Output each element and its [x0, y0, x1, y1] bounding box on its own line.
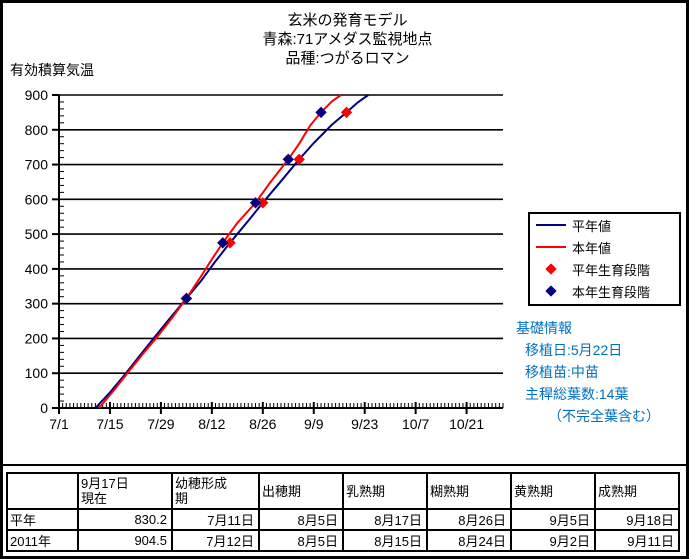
table-cell: 9月2日 [510, 529, 596, 552]
stage-marker-diamond-本年生育段階 [249, 197, 262, 209]
y-axis-tick-label: 200 [25, 330, 49, 346]
development-chart: 0 100 200 300 400 500 600 700 800 900 7/1 7/15 7/29 8… [25, 87, 504, 432]
legend-item-honnen-stage: 本年生育段階 [530, 280, 679, 302]
x-axis-tick-label: 9/23 [351, 416, 378, 432]
table-cell: 8月17日 [342, 508, 428, 531]
table-cell: 7月12日 [171, 529, 260, 552]
table-cell: 904.5 [77, 529, 173, 552]
x-axis-tick-label: 8/12 [198, 416, 225, 432]
table-cell: 8月15日 [342, 529, 428, 552]
y-axis-tick-label: 800 [25, 122, 49, 138]
navy-line-swatch-icon [536, 224, 566, 226]
table-header-cell: 幼穂形成 期 [171, 472, 260, 510]
y-axis-tick-label: 700 [25, 157, 49, 173]
stage-marker-diamond-本年生育段階 [217, 237, 229, 249]
basic-info-block: 基礎情報 移植日:5月22日 移植苗:中苗 主稈総葉数:14葉 （不完全葉含む） [516, 317, 689, 427]
y-axis-tick-label: 300 [25, 296, 49, 312]
chart-subtitle-station: 青森:71アメダス監視地点 [262, 31, 433, 48]
x-axis-tick-label: 10/7 [402, 416, 429, 432]
navy-diamond-swatch-icon [545, 285, 557, 297]
chart-legend: 平年値 本年値 平年生育段階 本年生育段階 [528, 212, 681, 306]
table-header-row: 9月17日 現在 幼穂形成 期出穂期 乳熟期 糊熟期 黄熟期 成熟期 [6, 472, 680, 510]
x-axis-tick-label: 7/15 [96, 416, 123, 432]
basic-info-title: 基礎情報 [516, 320, 572, 336]
y-axis-tick-label: 100 [25, 365, 49, 381]
stage-marker-diamond-平年生育段階 [224, 237, 236, 249]
stage-marker-diamond-本年生育段階 [315, 106, 327, 119]
x-axis-tick-label: 7/1 [49, 416, 69, 432]
legend-label: 平年値 [572, 218, 612, 234]
info-transplant-date: 移植日:5月22日 [525, 342, 623, 358]
legend-swatch-zone [530, 224, 572, 226]
stage-marker-diamond-平年生育段階 [340, 106, 353, 119]
table-row-label: 2011年 [6, 529, 79, 552]
y-axis-title: 有効積算気温 [10, 62, 94, 78]
red-line-swatch-icon [536, 246, 566, 248]
chart-subtitle-variety: 品種:つがるロマン [285, 50, 410, 67]
chart-table-divider [3, 464, 689, 466]
table-row: 平年 830.2 7月11日 8月5日 8月17日 8月26日 9月5日 9月18日 [6, 508, 680, 531]
y-axis-tick-label: 0 [40, 400, 48, 416]
table-cell: 8月26日 [426, 508, 512, 531]
legend-label: 本年値 [572, 240, 612, 256]
y-axis-tick-label: 500 [25, 226, 49, 242]
table-header-cell: 黄熟期 [510, 472, 596, 510]
x-axis-tick-label: 7/29 [147, 416, 174, 432]
table-cell: 7月11日 [171, 508, 260, 531]
y-axis-tick-label: 400 [25, 261, 49, 277]
table-cell: 8月24日 [426, 529, 512, 552]
stage-marker-diamond-平年生育段階 [293, 153, 305, 166]
table-cell: 9月11日 [594, 529, 680, 552]
info-seedling-type: 移植苗:中苗 [525, 364, 599, 380]
legend-swatch-zone [530, 285, 572, 297]
table-header-cell: 乳熟期 [342, 472, 428, 510]
legend-item-heinen-line: 平年値 [530, 214, 679, 236]
table-header-cell [6, 472, 79, 510]
table-cell: 8月5日 [258, 508, 344, 531]
red-diamond-swatch-icon [545, 263, 557, 275]
table-cell: 830.2 [77, 508, 173, 531]
table-header-cell: 出穂期 [258, 472, 344, 510]
table-header-cell: 成熟期 [594, 472, 680, 510]
legend-swatch-zone [530, 246, 572, 248]
table-cell: 8月5日 [258, 529, 344, 552]
legend-swatch-zone [530, 263, 572, 275]
stage-marker-diamond-本年生育段階 [180, 292, 193, 305]
table-cell: 9月18日 [594, 508, 680, 531]
table-row-label: 平年 [6, 508, 79, 531]
info-leaf-note: （不完全葉含む） [548, 408, 660, 424]
legend-item-heinen-stage: 平年生育段階 [530, 258, 679, 280]
legend-item-honnen-line: 本年値 [530, 236, 679, 258]
table-row: 2011年 904.5 7月12日 8月5日 8月15日 8月24日 9月2日 9月11日 [6, 529, 680, 552]
x-axis-tick-label: 10/21 [449, 416, 484, 432]
info-leaf-count: 主稈総葉数:14葉 [525, 386, 629, 402]
y-axis-tick-label: 900 [25, 87, 49, 103]
table-header-cell: 糊熟期 [426, 472, 512, 510]
stage-marker-diamond-本年生育段階 [282, 153, 294, 166]
x-axis-tick-label: 9/9 [304, 416, 324, 432]
chart-title-block: 玄米の発育モデル 青森:71アメダス監視地点 品種:つがるロマン [3, 11, 689, 68]
stage-marker-diamond-平年生育段階 [257, 197, 269, 209]
table-header-cell: 9月17日 現在 [77, 472, 173, 510]
legend-label: 本年生育段階 [572, 284, 651, 300]
y-axis-tick-label: 600 [25, 191, 49, 207]
legend-label: 平年生育段階 [572, 262, 651, 278]
table-cell: 9月5日 [510, 508, 596, 531]
chart-title: 玄米の発育モデル [287, 12, 408, 29]
x-axis-tick-label: 8/26 [249, 416, 276, 432]
growth-stage-table: 9月17日 現在 幼穂形成 期出穂期 乳熟期 糊熟期 黄熟期 成熟期 平年 830.2 7月11… [6, 472, 680, 552]
